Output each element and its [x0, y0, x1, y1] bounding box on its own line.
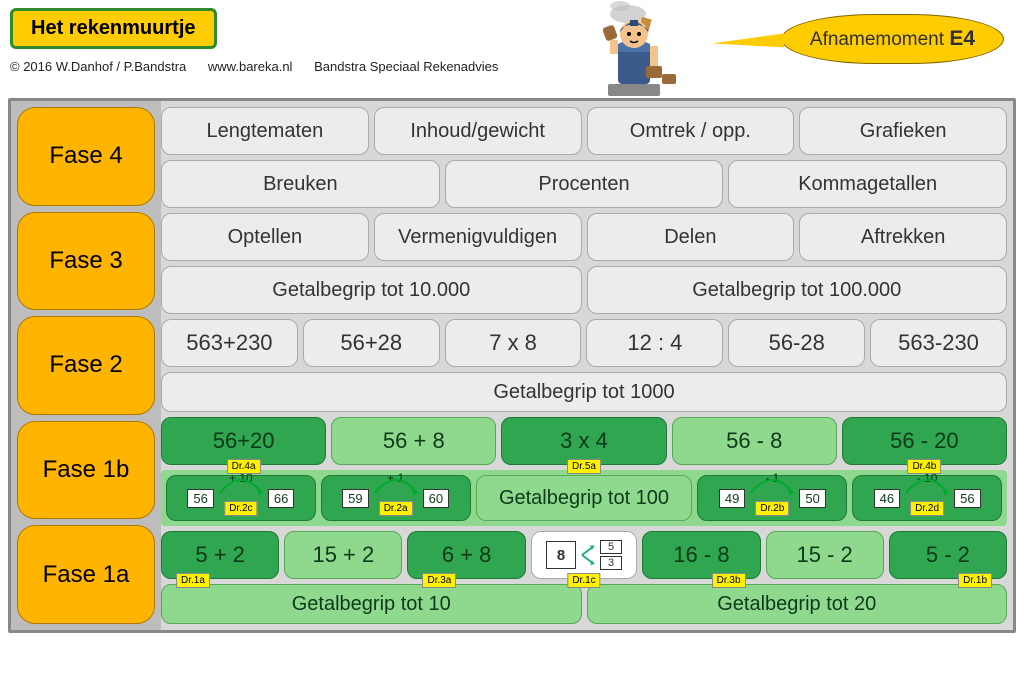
badge-Dr.2a: Dr.2a — [379, 501, 413, 516]
phase-4[interactable]: Fase 4 — [17, 107, 155, 206]
f1b-brick-2[interactable]: 3 x 4Dr.5a — [501, 417, 666, 465]
f1b-brick-1[interactable]: 56 + 8 — [331, 417, 496, 465]
f1a-brick-1[interactable]: 15 + 2 — [284, 531, 402, 579]
badge-Dr.3a: Dr.3a — [422, 573, 456, 588]
brick-56m28[interactable]: 56-28 — [728, 319, 865, 367]
f1a-brick-4[interactable]: 16 - 8Dr.3b — [642, 531, 760, 579]
split-arrow-icon — [580, 540, 596, 570]
badge-Dr.2c: Dr.2c — [224, 501, 257, 516]
brick-563m230[interactable]: 563-230 — [870, 319, 1007, 367]
jump-num-a: 49 — [719, 489, 745, 508]
split-big: 8 — [546, 541, 576, 569]
jump-num-b: 50 — [799, 489, 825, 508]
fase1b-row2: 56+ 1066Dr.2c 59+ 160Dr.2a Getalbegrip t… — [161, 470, 1007, 526]
bubble-code: E4 — [949, 27, 975, 50]
jump-num-a: 56 — [187, 489, 213, 508]
fase4-row2: Breuken Procenten Kommagetallen — [161, 160, 1007, 208]
f1a-brick-3[interactable]: 853Dr.1c — [531, 531, 638, 579]
f1a-brick-2[interactable]: 6 + 8Dr.3a — [407, 531, 525, 579]
brick-getalbegrip-10000[interactable]: Getalbegrip tot 10.000 — [161, 266, 582, 314]
brick-12d4[interactable]: 12 : 4 — [586, 319, 723, 367]
brick-56p28[interactable]: 56+28 — [303, 319, 440, 367]
badge-Dr.5a: Dr.5a — [567, 459, 601, 474]
brick-563p230[interactable]: 563+230 — [161, 319, 298, 367]
content-column: Lengtematen Inhoud/gewicht Omtrek / opp.… — [161, 101, 1013, 630]
split-top: 5 — [600, 540, 622, 554]
brick-getalbegrip-20[interactable]: Getalbegrip tot 20 — [587, 584, 1008, 624]
brick-getalbegrip-100[interactable]: Getalbegrip tot 100 — [476, 475, 693, 521]
brick-7x8[interactable]: 7 x 8 — [445, 319, 582, 367]
worker-icon — [560, 0, 700, 100]
brick-inhoud-gewicht[interactable]: Inhoud/gewicht — [374, 107, 582, 155]
phase-column: Fase 4 Fase 3 Fase 2 Fase 1b Fase 1a — [11, 101, 161, 630]
brick-breuken[interactable]: Breuken — [161, 160, 440, 208]
fase1a-row1: 5 + 2Dr.1a15 + 26 + 8Dr.3a853Dr.1c16 - 8… — [161, 531, 1007, 579]
brick-aftrekken[interactable]: Aftrekken — [799, 213, 1007, 261]
bubble-prefix: Afnamemoment — [810, 29, 949, 50]
brick-procenten[interactable]: Procenten — [445, 160, 724, 208]
badge-Dr.2d: Dr.2d — [910, 501, 944, 516]
fase1b-row1: 56+20Dr.4a56 + 83 x 4Dr.5a56 - 856 - 20D… — [161, 417, 1007, 465]
brick-lengtematen[interactable]: Lengtematen — [161, 107, 369, 155]
jump-1[interactable]: 59+ 160Dr.2a — [321, 475, 471, 521]
brick-omtrek-opp[interactable]: Omtrek / opp. — [587, 107, 795, 155]
jump-2[interactable]: 49- 150Dr.2b — [697, 475, 847, 521]
moment-bubble: Afnamemoment E4 — [781, 14, 1004, 64]
brick-getalbegrip-100000[interactable]: Getalbegrip tot 100.000 — [587, 266, 1008, 314]
badge-Dr.1b: Dr.1b — [958, 573, 992, 588]
phase-2[interactable]: Fase 2 — [17, 316, 155, 415]
header: Het rekenmuurtje © 2016 W.Danhof / P.Ban… — [0, 0, 1024, 98]
brick-kommagetallen[interactable]: Kommagetallen — [728, 160, 1007, 208]
jump-num-b: 60 — [423, 489, 449, 508]
jump-num-a: 59 — [342, 489, 368, 508]
org-text: Bandstra Speciaal Rekenadvies — [314, 59, 498, 74]
jump-num-b: 66 — [268, 489, 294, 508]
phase-1b[interactable]: Fase 1b — [17, 421, 155, 520]
badge-Dr.3b: Dr.3b — [712, 573, 746, 588]
brick-delen[interactable]: Delen — [587, 213, 795, 261]
fase2-row1: 563+230 56+28 7 x 8 12 : 4 56-28 563-230 — [161, 319, 1007, 367]
fase4-row1: Lengtematen Inhoud/gewicht Omtrek / opp.… — [161, 107, 1007, 155]
badge-Dr.1a: Dr.1a — [176, 573, 210, 588]
copyright-text: © 2016 W.Danhof / P.Bandstra — [10, 59, 186, 74]
brick-optellen[interactable]: Optellen — [161, 213, 369, 261]
jump-0[interactable]: 56+ 1066Dr.2c — [166, 475, 316, 521]
fase3-row1: Optellen Vermenigvuldigen Delen Aftrekke… — [161, 213, 1007, 261]
badge-Dr.4a: Dr.4a — [227, 459, 261, 474]
fase1a-row2: Getalbegrip tot 10 Getalbegrip tot 20 — [161, 584, 1007, 624]
brick-getalbegrip-1000[interactable]: Getalbegrip tot 1000 — [161, 372, 1007, 412]
phase-1a[interactable]: Fase 1a — [17, 525, 155, 624]
jump-3[interactable]: 46- 1056Dr.2d — [852, 475, 1002, 521]
brick-grafieken[interactable]: Grafieken — [799, 107, 1007, 155]
phase-3[interactable]: Fase 3 — [17, 212, 155, 311]
badge-Dr.2b: Dr.2b — [755, 501, 789, 516]
badge-Dr.1c: Dr.1c — [567, 573, 600, 588]
jump-num-a: 46 — [874, 489, 900, 508]
badge-Dr.4b: Dr.4b — [907, 459, 941, 474]
brick-vermenigvuldigen[interactable]: Vermenigvuldigen — [374, 213, 582, 261]
f1a-brick-0[interactable]: 5 + 2Dr.1a — [161, 531, 279, 579]
jump-num-b: 56 — [954, 489, 980, 508]
fase2-row2: Getalbegrip tot 1000 — [161, 372, 1007, 412]
brick-getalbegrip-10[interactable]: Getalbegrip tot 10 — [161, 584, 582, 624]
f1b-brick-0[interactable]: 56+20Dr.4a — [161, 417, 326, 465]
f1a-brick-6[interactable]: 5 - 2Dr.1b — [889, 531, 1007, 579]
fase3-row2: Getalbegrip tot 10.000 Getalbegrip tot 1… — [161, 266, 1007, 314]
title-box: Het rekenmuurtje — [10, 8, 217, 49]
f1b-brick-3[interactable]: 56 - 8 — [672, 417, 837, 465]
url-text: www.bareka.nl — [208, 59, 293, 74]
split-bot: 3 — [600, 556, 622, 570]
f1a-brick-5[interactable]: 15 - 2 — [766, 531, 884, 579]
wall: Fase 4 Fase 3 Fase 2 Fase 1b Fase 1a Len… — [8, 98, 1016, 633]
f1b-brick-4[interactable]: 56 - 20Dr.4b — [842, 417, 1007, 465]
